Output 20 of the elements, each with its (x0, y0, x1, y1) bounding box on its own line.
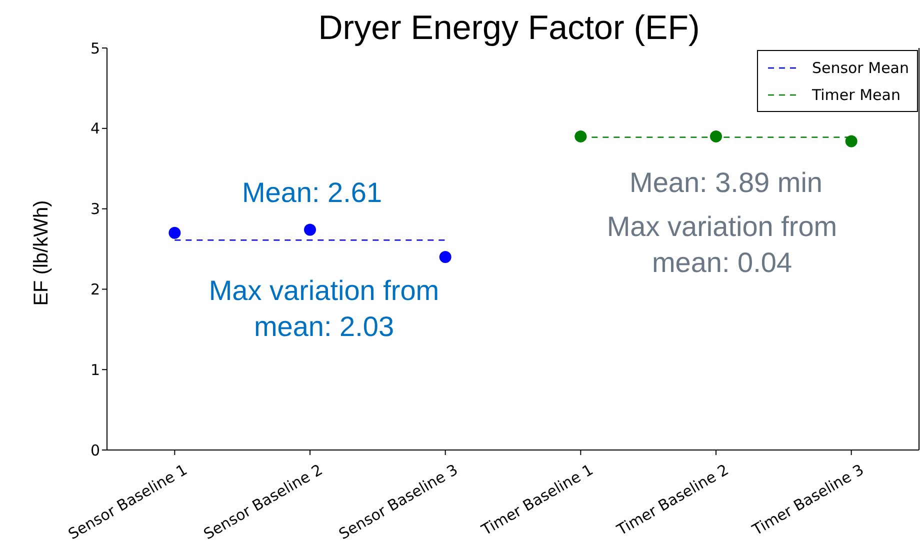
y-axis-title: EF (lb/kWh) (30, 200, 54, 306)
annotation: Mean: 3.89 min (628, 166, 824, 200)
annotation: Max variation from mean: 0.04 (606, 210, 838, 280)
y-tick-label: 3 (90, 200, 100, 218)
point (845, 135, 858, 148)
point (439, 251, 452, 264)
y-tick-label: 5 (90, 39, 100, 58)
y-tick-label: 1 (90, 360, 100, 379)
point (710, 130, 722, 142)
legend-label: Timer Mean (812, 86, 900, 104)
y-tick-label: 0 (90, 441, 100, 460)
chart-title: Dryer Energy Factor (EF) (318, 9, 700, 47)
annotation: Mean: 2.61 (240, 176, 384, 210)
y-tick-label: 2 (90, 280, 100, 299)
point (574, 130, 587, 142)
point (168, 226, 181, 239)
point (304, 224, 316, 236)
annotation: Max variation from mean: 2.03 (208, 274, 440, 344)
legend-label: Sensor Mean (812, 58, 909, 76)
y-tick-label: 4 (90, 120, 100, 138)
